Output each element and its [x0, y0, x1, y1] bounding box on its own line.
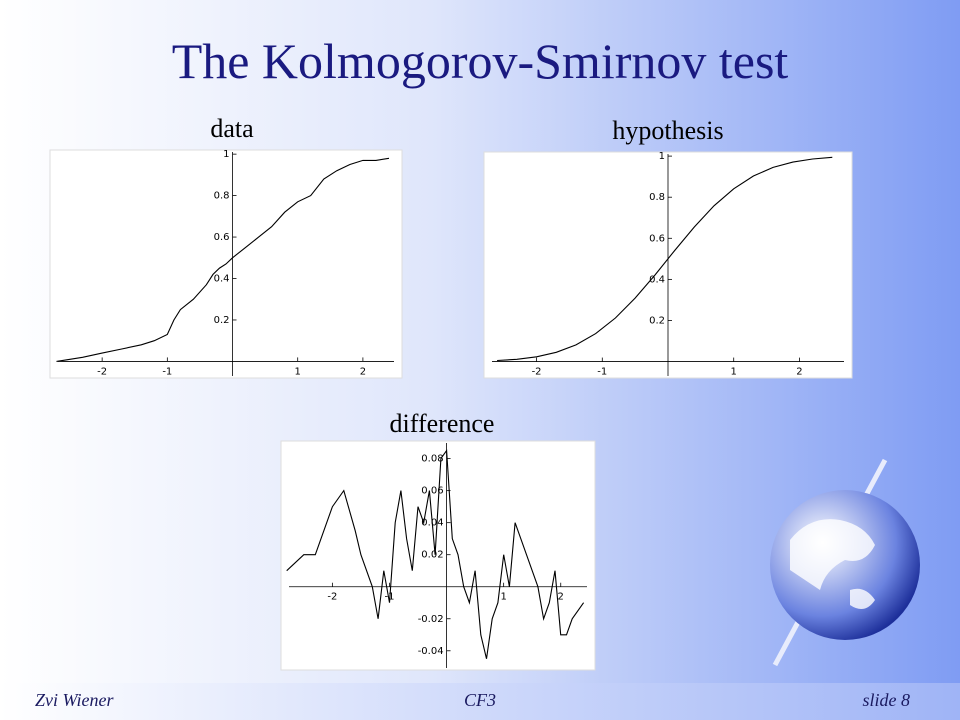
chart-title: difference — [390, 409, 495, 438]
y-tick-label: 0.6 — [649, 233, 665, 244]
y-tick-label: 0.8 — [649, 192, 665, 203]
y-tick-label: 0.2 — [649, 315, 665, 326]
x-tick-label: 2 — [360, 366, 366, 377]
y-tick-label: 1 — [223, 149, 229, 160]
y-tick-label: 0.2 — [214, 315, 230, 326]
y-tick-label: 0.8 — [214, 191, 230, 202]
x-tick-label: -1 — [162, 366, 172, 377]
x-tick-label: 2 — [558, 592, 564, 603]
chart-title: hypothesis — [612, 116, 723, 145]
x-tick-label: -2 — [532, 367, 542, 378]
y-tick-label: 0.06 — [421, 486, 443, 497]
y-tick-label: -0.04 — [418, 646, 444, 657]
y-tick-label: 0.6 — [214, 232, 230, 243]
x-tick-label: 1 — [500, 592, 506, 603]
y-tick-label: 0.4 — [214, 274, 230, 285]
x-tick-label: 1 — [731, 367, 737, 378]
x-tick-label: -1 — [597, 367, 607, 378]
footer-course: CF3 — [464, 690, 496, 710]
footer-author: Zvi Wiener — [35, 690, 114, 710]
y-tick-label: 1 — [659, 151, 665, 162]
page: The Kolmogorov-Smirnov test data -2 -1 1 2 0.… — [0, 0, 960, 720]
footer-slide: slide 8 — [863, 690, 911, 710]
slide: The Kolmogorov-Smirnov test data -2 -1 1 2 0.… — [0, 0, 960, 720]
y-tick-label: 0.02 — [421, 550, 443, 561]
y-tick-label: -0.02 — [418, 614, 444, 625]
slide-title: The Kolmogorov-Smirnov test — [172, 33, 789, 89]
chart-title: data — [210, 114, 254, 143]
x-tick-label: -2 — [97, 366, 107, 377]
x-tick-label: 1 — [295, 366, 301, 377]
x-tick-label: 2 — [796, 367, 802, 378]
x-tick-label: -2 — [327, 592, 337, 603]
